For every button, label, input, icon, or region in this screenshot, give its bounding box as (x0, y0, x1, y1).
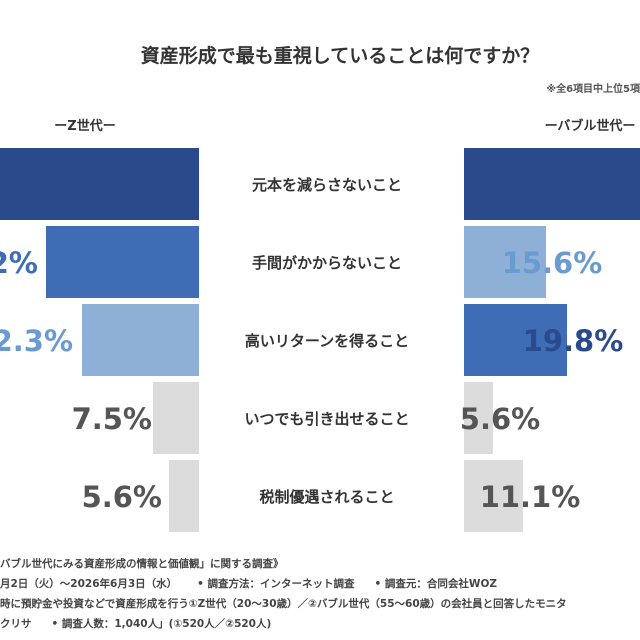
data-label-bubble: 19.8% (523, 324, 624, 358)
data-label-z: % (0, 168, 10, 202)
bar-z-3 (153, 382, 199, 454)
chart: 資産形成で最も重視していることは何ですか？ ※全6項目中上位5項 ーZ世代ー ー… (0, 44, 640, 532)
category-label: 手間がかからないこと (252, 254, 402, 272)
footer-panel: クリサ (0, 618, 32, 630)
footer-source: • 調査元：合同会社WOZ (374, 578, 498, 590)
category-label: いつでも引き出せること (244, 410, 409, 428)
footer: バブル世代にみる資産形成の情報と価値観」に関する調査》 月2日（火）〜2026年… (0, 554, 640, 634)
legend-bubble: ーバブル世代ー (545, 118, 636, 134)
category-label: 税制優遇されること (259, 488, 394, 506)
data-label-bubble: 5.6% (460, 402, 540, 436)
footer-line-3: 時に預貯金や投資などで資産形成を行う①Z世代（20〜30歳）／②バブル世代（55… (0, 598, 567, 610)
bar-bubble-3 (464, 382, 493, 454)
bar-bubble-2 (464, 304, 567, 376)
category-label: 元本を減らさないこと (252, 176, 402, 194)
bar-bubble-1 (464, 226, 546, 298)
data-label-z: 2% (0, 246, 38, 280)
bar-bubble-0 (464, 148, 640, 220)
footer-sample: • 調査人数：1,040人」(①520人／②520人) (51, 618, 272, 630)
footer-line-1: バブル世代にみる資産形成の情報と価値観」に関する調査》 (0, 558, 284, 570)
footer-line-2: 月2日（火）〜2026年6月3日（水） • 調査方法：インターネット調査 • 調査元… (0, 574, 640, 594)
chart-note: ※全6項目中上位5項 (546, 82, 640, 95)
bar-bubble-4 (464, 460, 523, 532)
data-label-z: 7.5% (72, 402, 152, 436)
bar-z-1 (46, 226, 199, 298)
footer-line-4: クリサ • 調査人数：1,040人」(①520人／②520人) (0, 614, 640, 634)
category-label: 高いリターンを得ること (245, 332, 409, 350)
data-label-bubble: 11.1% (480, 480, 581, 514)
footer-method: • 調査方法：インターネット調査 (197, 578, 355, 590)
footer-period: 月2日（火）〜2026年6月3日（水） (0, 578, 178, 590)
bar-z-2 (82, 304, 199, 376)
bar-z-0 (0, 148, 199, 220)
chart-title: 資産形成で最も重視していることは何ですか？ (141, 44, 539, 67)
legend-z: ーZ世代ー (54, 118, 115, 134)
data-label-z: 5.6% (82, 480, 162, 514)
bar-z-4 (169, 460, 199, 532)
data-label-z: 22.3% (0, 324, 73, 358)
data-label-bubble: 15.6% (502, 246, 603, 280)
